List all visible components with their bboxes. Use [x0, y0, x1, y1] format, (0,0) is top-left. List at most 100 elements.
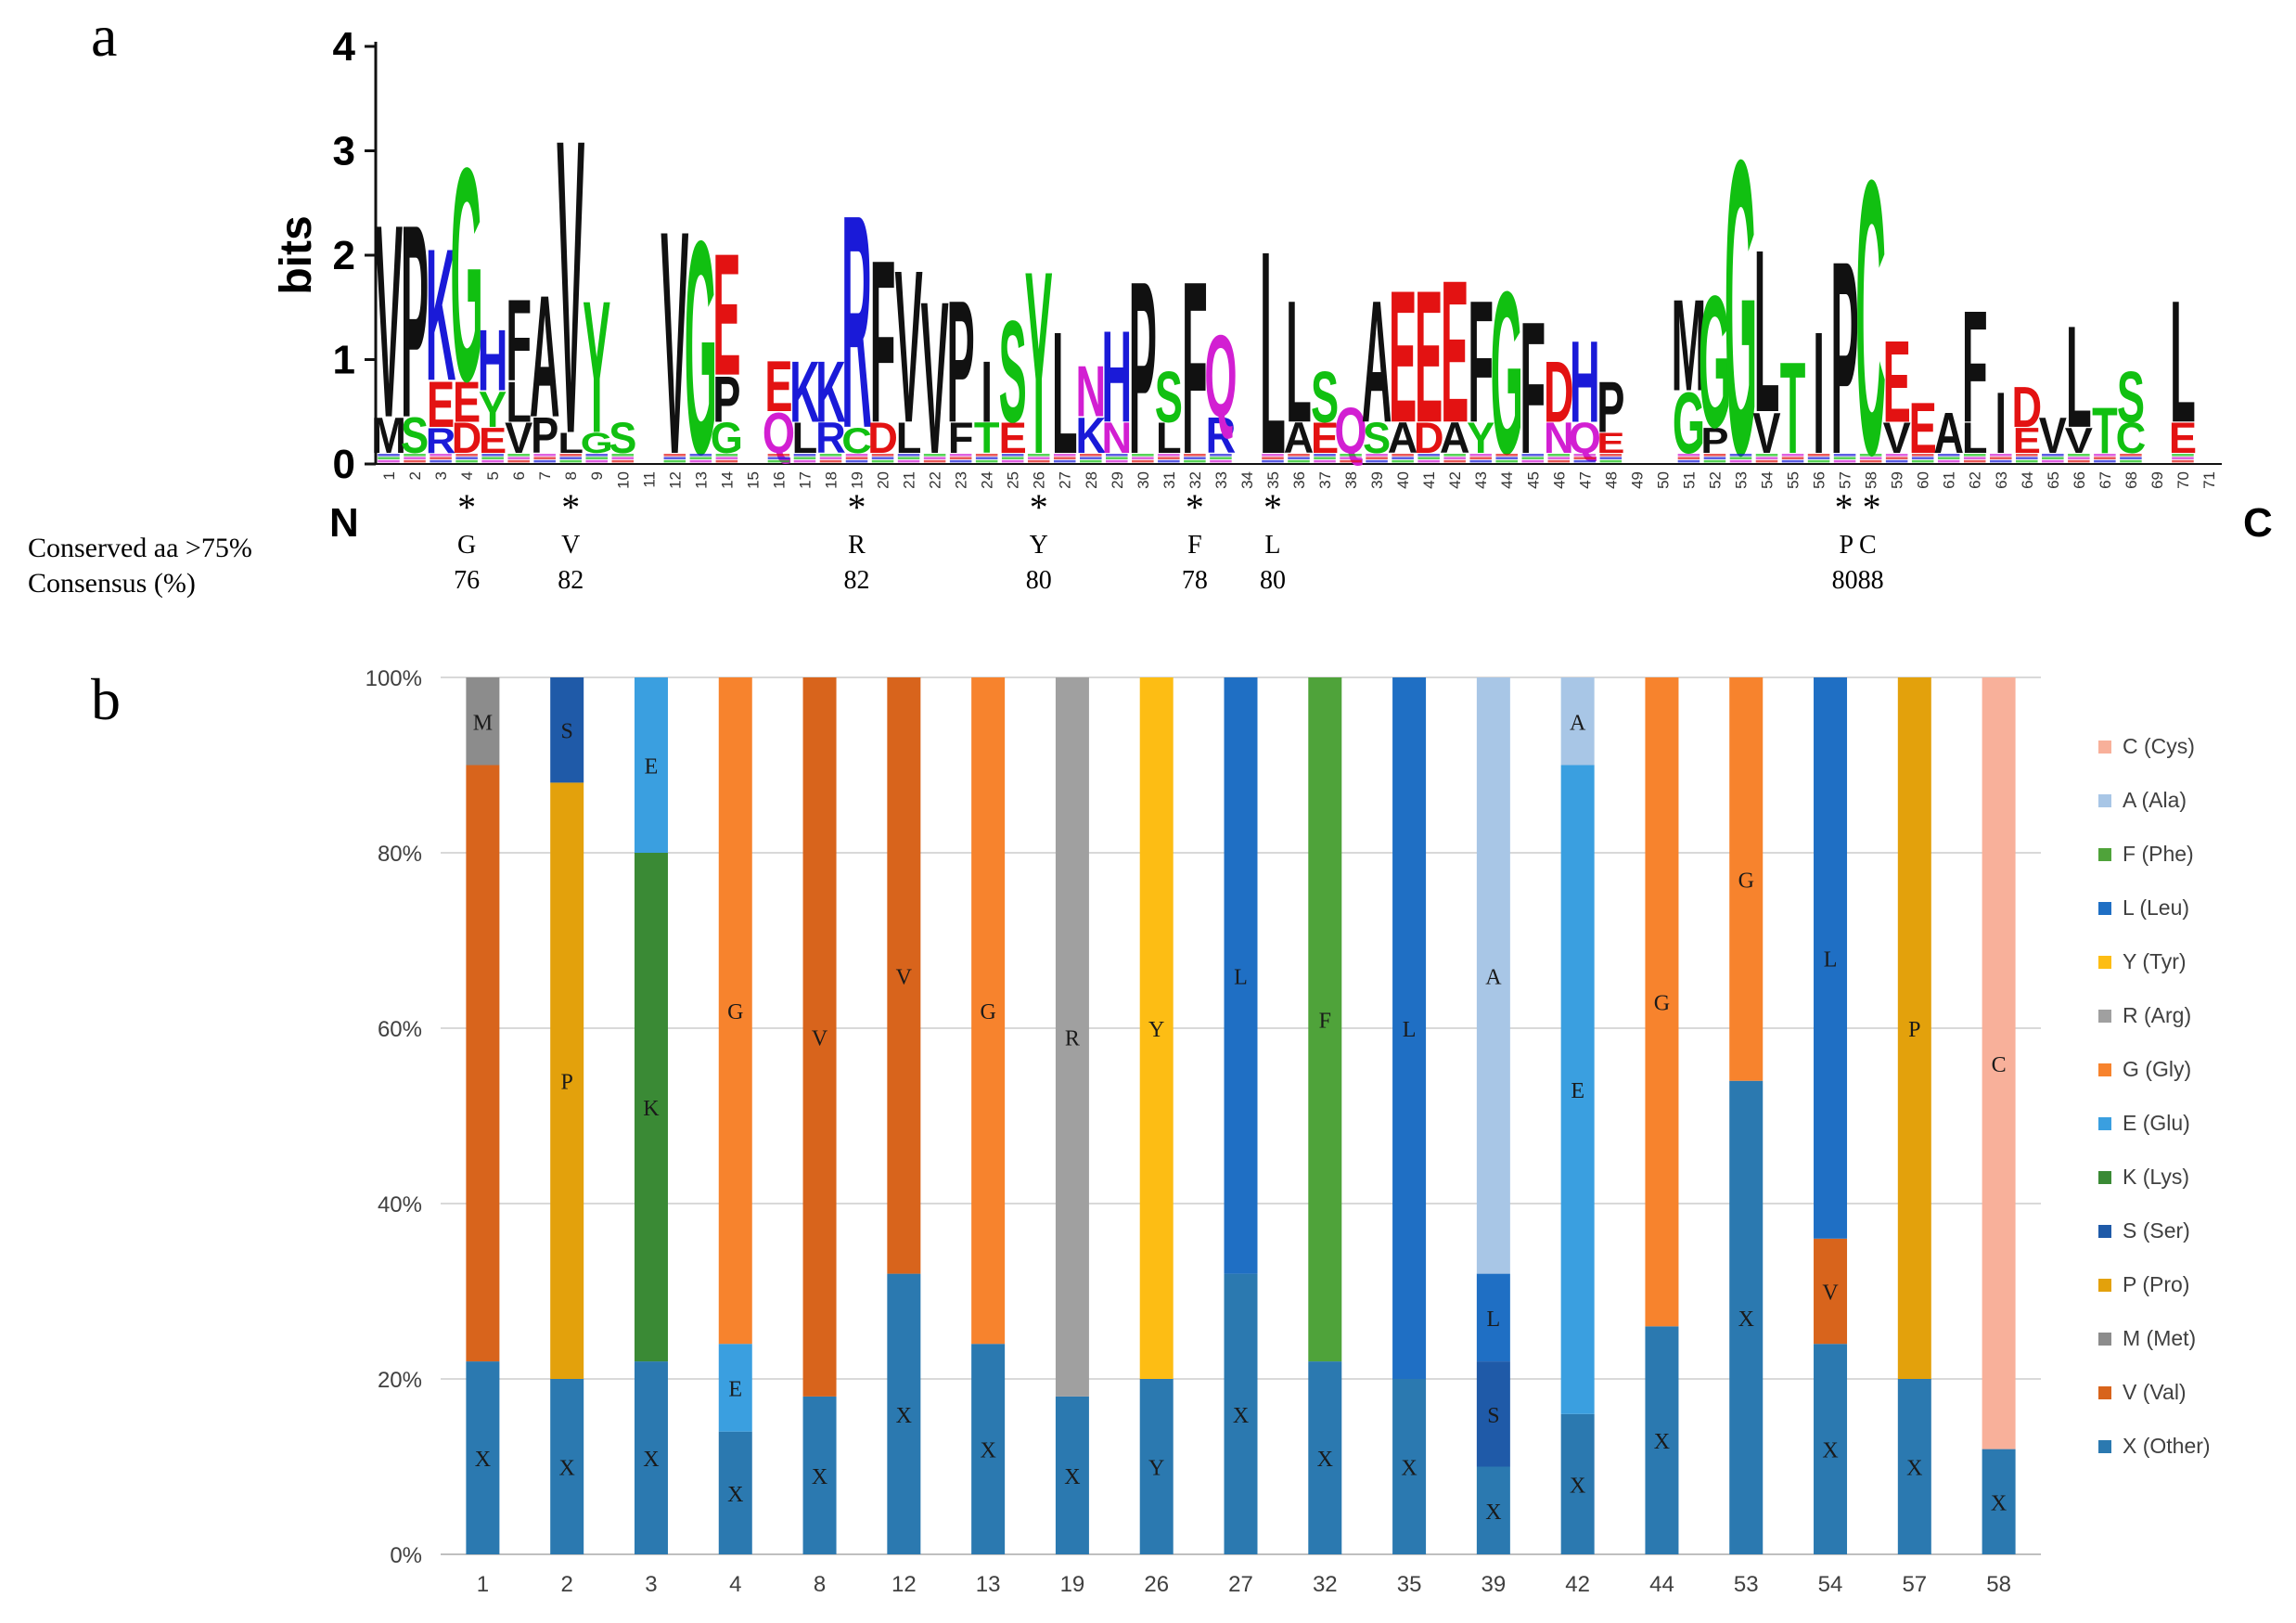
bar-segment: [550, 782, 584, 1379]
logo-residual: [1937, 454, 1960, 457]
logo-residual: [2094, 454, 2116, 457]
bar-segment: [1897, 1379, 1931, 1554]
logo-letter: P: [1831, 204, 1859, 511]
logo-residual: [715, 457, 738, 459]
logo-residual: [585, 454, 609, 457]
logo-residual: [1132, 457, 1154, 459]
logo-residual: [1521, 454, 1545, 457]
bar-segment: [1392, 1379, 1427, 1554]
position-number: 58: [1863, 471, 1880, 489]
position-number: 16: [770, 471, 788, 489]
logo-residual: [1053, 459, 1076, 463]
logo-letter: P: [947, 264, 975, 458]
logo-residual: [1027, 459, 1050, 463]
bar-segment: [1308, 1361, 1342, 1554]
logo-residual: [1859, 459, 1882, 463]
logo-residual: [455, 454, 478, 457]
logo-residual: [1547, 454, 1571, 457]
logo-letter: G: [1725, 74, 1757, 543]
position-number: 15: [744, 471, 762, 489]
bar-segment: [971, 677, 1006, 1345]
logo-letter: P: [401, 167, 429, 474]
segment-label: X: [1401, 1457, 1417, 1481]
logo-residual: [2172, 459, 2194, 463]
consensus-value: 82: [844, 566, 870, 595]
position-number: 49: [1628, 471, 1646, 489]
position-number: 30: [1135, 471, 1152, 489]
segment-label: Y: [1148, 1018, 1164, 1042]
logo-residual: [793, 457, 816, 459]
bar-segment: [718, 677, 752, 1345]
logo-residual: [1314, 459, 1336, 463]
logo-residual: [2016, 454, 2038, 457]
logo-residual: [585, 457, 609, 459]
logo-residual: [949, 457, 972, 459]
logo-residual: [1288, 454, 1310, 457]
logo-letter: F: [1962, 277, 1988, 456]
bar-segment: [1897, 677, 1931, 1379]
position-number: 27: [1057, 471, 1074, 489]
logo-residual: [1521, 459, 1545, 463]
position-number: 3: [432, 471, 450, 480]
logo-residual: [404, 457, 426, 459]
position-number: 6: [510, 471, 528, 480]
legend-label: Y (Tyr): [2123, 949, 2187, 973]
bar-segment: [1560, 765, 1595, 1414]
logo-residual: [1547, 459, 1571, 463]
logo-letter: T: [1780, 335, 1806, 482]
legend-label: L (Leu): [2123, 895, 2189, 920]
segment-label: G: [727, 1000, 743, 1024]
position-number: 4: [458, 471, 476, 480]
conserved-star: *: [1263, 486, 1282, 528]
logo-residual: [430, 454, 452, 457]
logo-residual: [1937, 459, 1960, 463]
segment-label: X: [643, 1448, 659, 1472]
position-number: 9: [588, 471, 606, 480]
logo-residual: [533, 454, 556, 457]
x-tick-label: 4: [729, 1572, 741, 1597]
logo-residual: [897, 457, 920, 459]
segment-label: C: [1992, 1053, 2007, 1077]
logo-letter: A: [530, 260, 560, 454]
position-number: 18: [822, 471, 840, 489]
legend-swatch: [2098, 1171, 2111, 1184]
logo-residual: [1599, 457, 1623, 459]
logo-letter: R: [841, 151, 872, 492]
logo-residual: [455, 459, 478, 463]
legend-swatch: [2098, 956, 2111, 969]
logo-residual: [871, 454, 894, 457]
x-tick-label: 53: [1734, 1572, 1759, 1597]
logo-residual: [1314, 454, 1336, 457]
legend-label: M (Met): [2123, 1326, 2196, 1350]
logo-residual: [1859, 457, 1882, 459]
segment-label: V: [1822, 1282, 1839, 1306]
segment-label: S: [561, 720, 573, 744]
x-tick-label: 58: [1986, 1572, 2011, 1597]
bar-segment: [550, 677, 584, 783]
logo-residual: [404, 459, 426, 463]
logo-residual: [1262, 459, 1284, 463]
segment-label: F: [1319, 1010, 1331, 1034]
logo-residual: [507, 454, 530, 457]
position-number: 42: [1446, 471, 1464, 489]
bar-segment: [1476, 1361, 1510, 1467]
logo-residual: [1443, 457, 1466, 459]
logo-residual: [689, 459, 712, 463]
segment-label: K: [643, 1097, 660, 1121]
logo-residual: [975, 454, 998, 457]
position-number: 10: [614, 471, 632, 489]
logo-letter: Q: [1204, 312, 1237, 442]
logo-letter: S: [999, 291, 1027, 453]
bar-segment: [1560, 1413, 1595, 1554]
y-tick-label: 60%: [378, 1017, 422, 1042]
consensus-value: 80: [1026, 566, 1052, 595]
logo-letter: L: [2066, 297, 2092, 458]
x-tick-label: 39: [1481, 1572, 1507, 1597]
logo-residual: [767, 459, 790, 463]
position-number: 25: [1005, 471, 1022, 489]
panel-b-label: b: [91, 666, 121, 732]
conserved-star: *: [457, 486, 476, 528]
segment-label: G: [1738, 869, 1754, 893]
logo-residual: [430, 459, 452, 463]
